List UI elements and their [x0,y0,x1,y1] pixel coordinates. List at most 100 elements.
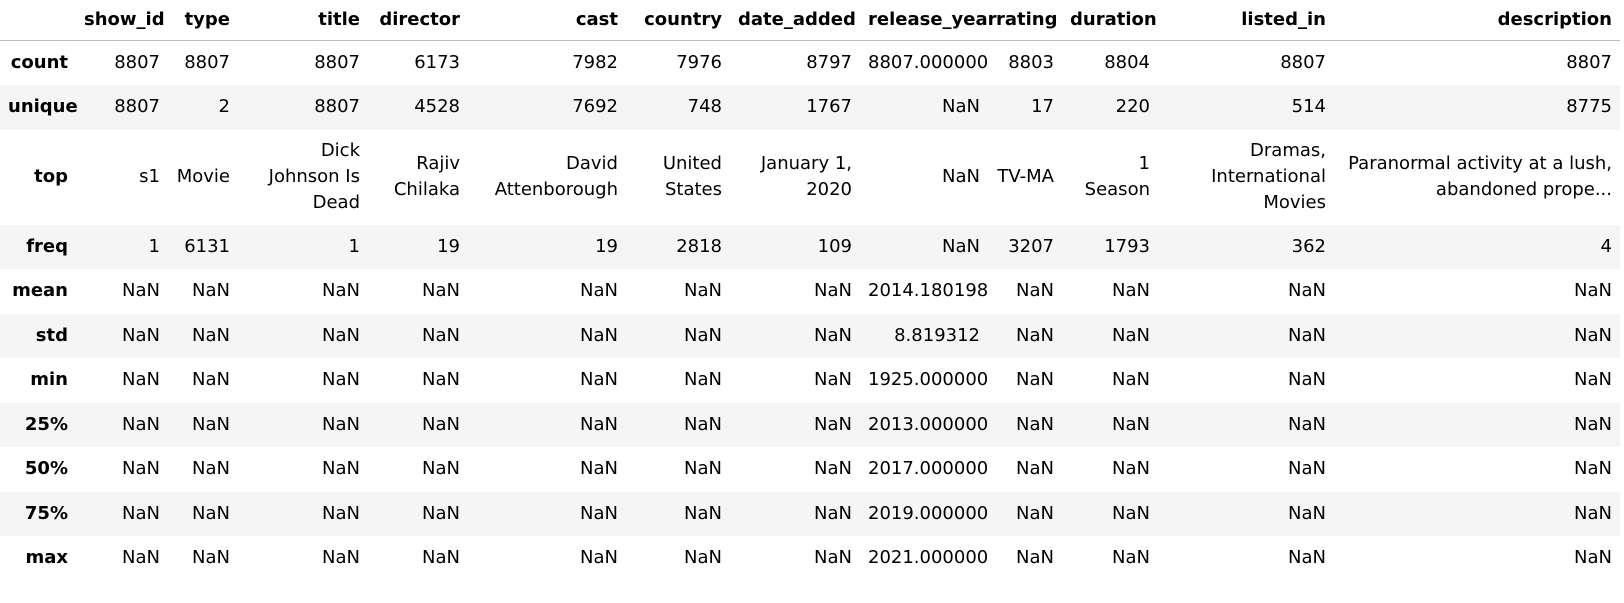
table-cell: NaN [1574,369,1612,391]
table-cell: NaN [1574,280,1612,302]
table-cell: NaN [1112,280,1150,302]
table-row: count 8807 8807 8807 6173 7982 7976 8797 8807.00… [0,41,1620,86]
table-cell: 2014.180198 [868,280,989,302]
table-cell: 514 [1291,96,1326,118]
table-cell: NaN [1112,369,1150,391]
table-cell: NaN [122,413,160,435]
table-cell: NaN [1288,547,1326,569]
table-cell: 7982 [572,52,618,73]
table-cell: NaN [1112,547,1150,569]
table-row: 50% NaN NaN NaN NaN NaN NaN NaN 2017.000000 NaN Na… [0,447,1620,492]
table-cell: NaN [322,502,360,524]
table-cell: 8807 [314,52,360,73]
table-cell: NaN [1016,502,1054,524]
column-header-rating: rating [988,0,1062,41]
table-cell: 1 [348,235,360,257]
table-cell: NaN [122,324,160,346]
table-cell: NaN [322,369,360,391]
table-cell: NaN [192,413,230,435]
table-cell: 2021.000000 [868,547,989,569]
dataframe-output: show_id type title director cast country… [0,0,1620,581]
table-cell: 8797 [806,52,852,73]
row-label: unique [8,96,78,118]
table-cell: NaN [122,502,160,524]
column-header-date-added: date_added [730,0,860,41]
table-cell: NaN [580,280,618,302]
table-cell: NaN [942,96,980,118]
index-header [0,0,76,41]
column-header-listed-in: listed_in [1158,0,1334,41]
table-cell: 7976 [676,52,722,73]
table-cell: 362 [1291,235,1326,257]
table-cell: 4528 [414,96,460,118]
table-body: count 8807 8807 8807 6173 7982 7976 8797 8807.00… [0,41,1620,581]
table-cell: NaN [1574,458,1612,480]
table-cell: NaN [814,458,852,480]
table-cell: NaN [422,324,460,346]
table-cell: NaN [580,458,618,480]
table-cell: 2017.000000 [868,458,989,480]
table-cell: 8.819312 [894,324,980,346]
table-cell: NaN [422,547,460,569]
column-header-type: type [168,0,238,41]
table-cell: NaN [1016,369,1054,391]
table-row: freq 1 6131 1 19 19 2818 109 NaN 3207 1793 362 4 [0,224,1620,269]
table-cell: United States [662,153,722,200]
table-cell: 1793 [1104,235,1150,257]
table-cell: NaN [422,458,460,480]
row-label: 25% [24,413,68,435]
table-row: top s1 Movie Dick Johnson Is Dead Rajiv Chil… [0,130,1620,225]
table-cell: 6173 [414,52,460,73]
column-header-director: director [368,0,468,41]
column-header-show-id: show_id [76,0,168,41]
table-cell: 8807 [1566,52,1612,73]
table-cell: NaN [122,458,160,480]
table-cell: NaN [1112,324,1150,346]
table-cell: NaN [580,502,618,524]
table-cell: NaN [580,324,618,346]
table-cell: NaN [422,280,460,302]
table-cell: 3207 [1008,235,1054,257]
table-cell: 748 [687,96,722,118]
table-cell: 109 [817,235,852,257]
table-row: 25% NaN NaN NaN NaN NaN NaN NaN 2013.000000 NaN Na… [0,402,1620,447]
table-cell: TV-MA [997,166,1054,187]
table-cell: NaN [192,369,230,391]
table-cell: 6131 [184,235,230,257]
table-cell: NaN [122,547,160,569]
row-label: min [30,369,68,391]
table-cell: NaN [192,324,230,346]
table-cell: NaN [322,547,360,569]
table-row: max NaN NaN NaN NaN NaN NaN NaN 2021.000000 NaN Na… [0,536,1620,581]
table-cell: NaN [684,413,722,435]
column-header-title: title [238,0,368,41]
table-cell: NaN [322,324,360,346]
table-cell: NaN [122,280,160,302]
table-cell: NaN [1574,413,1612,435]
row-label: max [25,547,68,569]
table-cell: NaN [1288,502,1326,524]
row-label: std [35,324,68,346]
row-label: 75% [24,502,68,524]
table-cell: 4 [1600,235,1612,257]
table-cell: NaN [684,458,722,480]
table-cell: NaN [1016,413,1054,435]
header-row: show_id type title director cast country… [0,0,1620,41]
table-cell: 8807 [314,96,360,118]
table-cell: 1767 [806,96,852,118]
table-cell: 19 [437,235,460,257]
table-cell: NaN [814,369,852,391]
column-header-release-year: release_year [860,0,997,41]
table-cell: David Attenborough [494,153,618,200]
table-cell: NaN [1288,324,1326,346]
table-cell: NaN [1016,280,1054,302]
table-cell: NaN [814,280,852,302]
table-cell: NaN [192,547,230,569]
table-cell: NaN [192,502,230,524]
row-label: count [10,52,68,73]
table-cell: NaN [1112,502,1150,524]
table-cell: 8807 [114,96,160,118]
table-cell: NaN [422,502,460,524]
table-cell: 8775 [1566,96,1612,118]
table-row: 75% NaN NaN NaN NaN NaN NaN NaN 2019.000000 NaN Na… [0,491,1620,536]
